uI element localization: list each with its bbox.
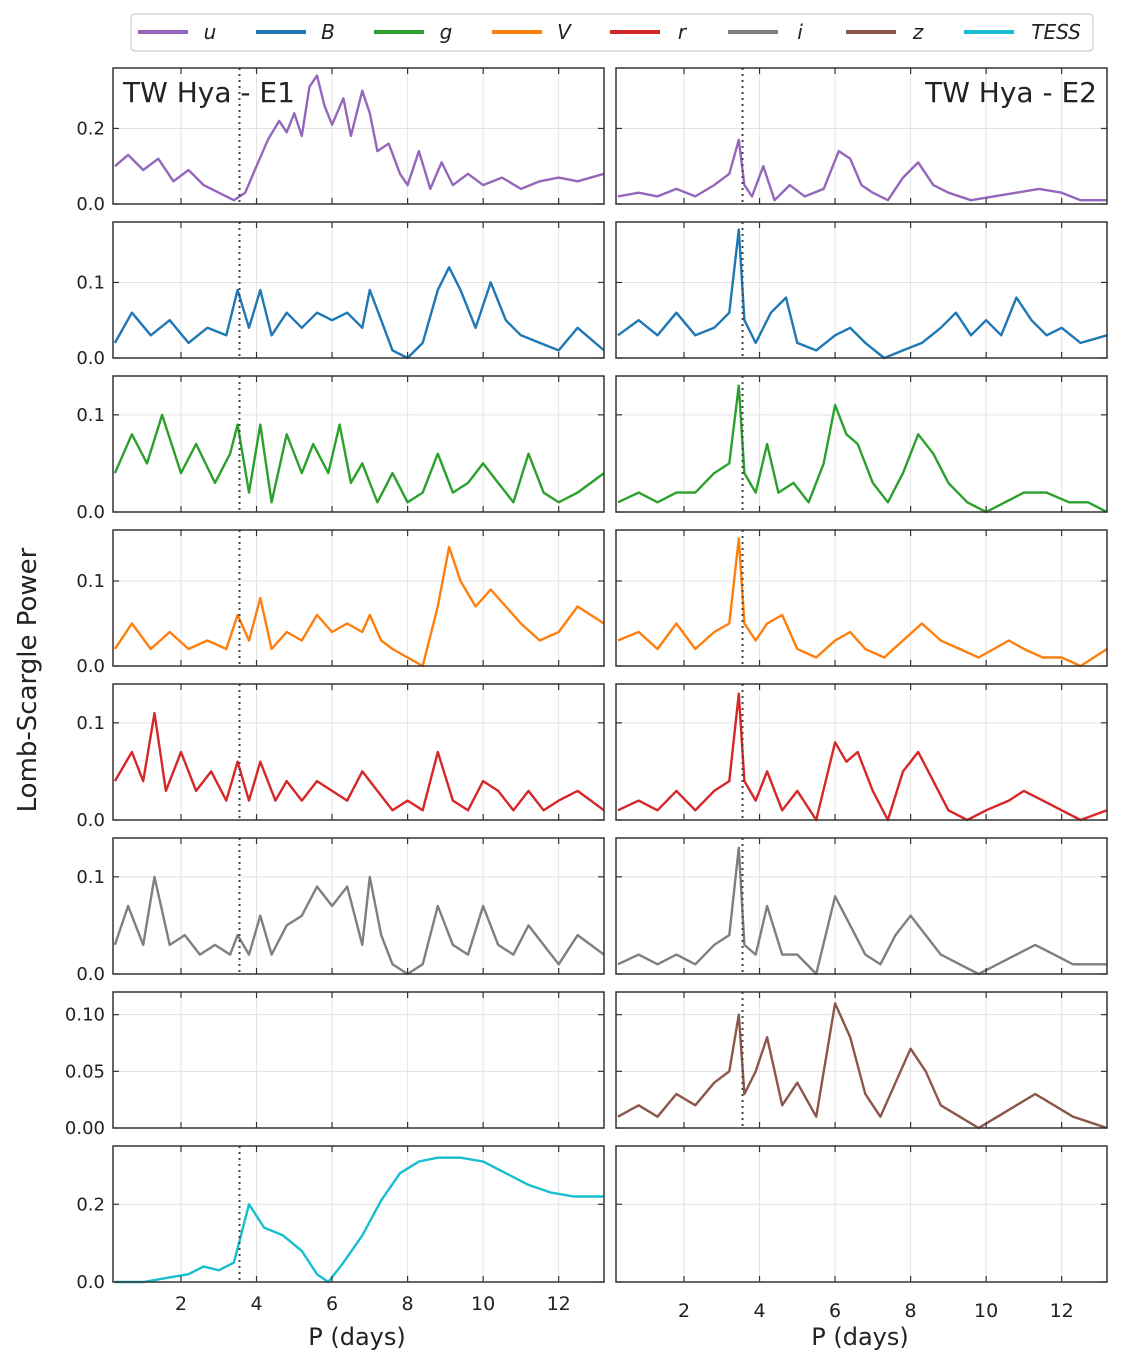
x-tick-label: 6 (829, 1300, 841, 1322)
panel-z-e1: 0.00 0.05 0.10 (65, 991, 605, 1139)
x-tick-label: 2 (175, 1293, 187, 1315)
panel-title-e2: TW Hya - E2 (924, 76, 1097, 109)
y-tick-label: 0.1 (76, 571, 105, 592)
series-b-e2 (617, 228, 1108, 360)
series-tess-e1 (114, 1156, 604, 1284)
y-tick-label: 0.1 (76, 405, 105, 426)
panel-frame (112, 837, 605, 975)
y-tick-label: 0.0 (76, 194, 105, 215)
y-tick-label: 0.1 (76, 713, 105, 734)
x-tick-label: 8 (905, 1300, 917, 1322)
panel-frame (112, 221, 605, 359)
panel-tess-e2: 2 4 6 8 10 12 (615, 1145, 1108, 1322)
panel-b-e2 (615, 221, 1108, 360)
x-tick-label: 12 (547, 1293, 571, 1315)
panel-grid: 0.0 0.2 TW Hya - E1 TW Hya - E2 0.0 0.1 0.0 0.1… (65, 67, 1108, 1322)
x-tick-label: 10 (471, 1293, 495, 1315)
panel-frame (112, 67, 605, 205)
panel-u-e2: TW Hya - E2 (615, 67, 1108, 205)
series-b-e1 (113, 266, 605, 360)
y-tick-label: 0.2 (76, 1194, 105, 1215)
panel-frame (112, 991, 605, 1129)
panel-r-e2 (615, 683, 1108, 822)
legend-label-r: r (678, 20, 688, 44)
y-tick-label: 0.10 (65, 1005, 105, 1026)
series-g-e1 (113, 413, 605, 504)
legend-label-i: i (797, 20, 803, 44)
series-r-e2 (617, 692, 1108, 822)
y-tick-label: 0.0 (76, 502, 105, 523)
series-r-e1 (113, 711, 605, 812)
legend-label-g: g (440, 20, 453, 44)
panel-v-e1: 0.0 0.1 (76, 529, 605, 677)
y-tick-label: 0.2 (76, 118, 105, 139)
panel-frame (615, 529, 1108, 667)
panel-z-e2 (615, 991, 1108, 1130)
panel-i-e1: 0.0 0.1 (76, 837, 605, 985)
panel-frame (615, 1145, 1108, 1283)
panel-frame (615, 221, 1108, 359)
x-tick-label: 6 (326, 1293, 338, 1315)
panel-title-e1: TW Hya - E1 (122, 76, 295, 109)
panel-frame (615, 991, 1108, 1129)
panel-frame (112, 1145, 605, 1283)
legend-label-b: B (321, 20, 335, 44)
y-tick-label: 0.1 (76, 867, 105, 888)
series-u-e1 (114, 74, 605, 202)
y-tick-label: 0.0 (76, 810, 105, 831)
panel-i-e2 (615, 837, 1108, 976)
panel-frame (615, 837, 1108, 975)
panel-r-e1: 0.0 0.1 (76, 683, 605, 831)
y-axis-label: Lomb-Scargle Power (13, 547, 43, 812)
legend-label-tess: TESS (1031, 20, 1081, 44)
panel-u-e1: 0.0 0.2 TW Hya - E1 (76, 67, 605, 215)
series-v-e1 (113, 545, 605, 668)
y-tick-label: 0.05 (65, 1061, 105, 1082)
panel-frame (112, 683, 605, 821)
series-g-e2 (617, 384, 1108, 514)
series-i-e1 (113, 875, 605, 976)
series-v-e2 (617, 537, 1108, 668)
x-axis-label-e1: P (days) (308, 1323, 405, 1351)
x-tick-label: 8 (402, 1293, 414, 1315)
panel-g-e1: 0.0 0.1 (76, 375, 605, 523)
legend-label-z: z (912, 20, 924, 44)
panel-frame (615, 375, 1108, 513)
panel-g-e2 (615, 375, 1108, 514)
panel-v-e2 (615, 529, 1108, 668)
y-tick-label: 0.0 (76, 348, 105, 369)
y-tick-label: 0.0 (76, 964, 105, 985)
panel-b-e1: 0.0 0.1 (76, 221, 605, 369)
series-i-e2 (617, 846, 1107, 976)
series-u-e2 (617, 138, 1107, 202)
x-tick-label: 2 (678, 1300, 690, 1322)
y-tick-label: 0.0 (76, 1272, 105, 1293)
x-tick-label: 12 (1050, 1300, 1074, 1322)
panel-frame (112, 375, 605, 513)
x-tick-label: 4 (250, 1293, 262, 1315)
y-tick-label: 0.0 (76, 656, 105, 677)
x-tick-label: 10 (974, 1300, 998, 1322)
legend-label-u: u (204, 20, 217, 44)
y-tick-label: 0.00 (65, 1118, 105, 1139)
x-tick-label: 4 (753, 1300, 765, 1322)
legend-label-v: V (557, 20, 572, 44)
panel-frame (112, 529, 605, 667)
x-axis-label-e2: P (days) (811, 1323, 908, 1351)
panel-tess-e1: 0.0 0.2 2 4 6 8 10 12 (76, 1145, 605, 1315)
panel-frame (615, 683, 1108, 821)
panel-frame (615, 67, 1108, 205)
series-z-e2 (617, 1002, 1108, 1130)
y-tick-label: 0.1 (76, 272, 105, 293)
